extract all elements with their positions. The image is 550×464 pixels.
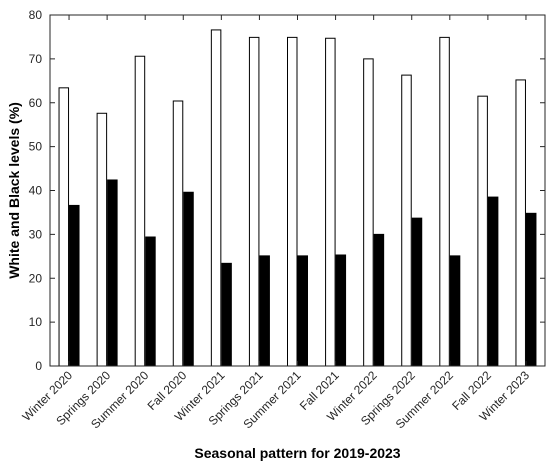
white-bar-4	[172, 100, 184, 367]
white-bar-1	[58, 87, 70, 367]
black-bar-12	[487, 196, 499, 367]
y-tick-label: 20	[29, 271, 43, 285]
y-tick-label: 60	[29, 96, 43, 110]
black-bar-3	[145, 236, 156, 367]
y-axis-title: White and Black levels (%)	[6, 102, 22, 279]
black-bar-6	[259, 255, 270, 367]
white-bar-5	[210, 29, 222, 367]
white-bar-12	[477, 95, 488, 367]
black-bar-4	[183, 191, 194, 367]
plot-frame	[49, 14, 546, 367]
white-bar-7	[287, 36, 298, 367]
white-bar-10	[401, 74, 412, 367]
black-bar-9	[373, 233, 385, 367]
y-tick-label: 10	[29, 315, 43, 329]
white-bar-6	[248, 36, 260, 367]
x-axis-title: Seasonal pattern for 2019-2023	[194, 445, 400, 461]
white-bar-8	[325, 37, 336, 367]
black-bar-11	[449, 255, 461, 367]
y-tick-label: 80	[29, 8, 43, 22]
white-bar-9	[363, 58, 374, 367]
y-tick-label: 40	[29, 184, 43, 198]
y-tick-label: 30	[29, 227, 43, 241]
y-axis-ticks: 0 10 20 30 40 50 60 70 80	[29, 8, 545, 373]
white-bar-2	[96, 112, 108, 367]
black-bar-8	[335, 254, 347, 367]
black-bar-7	[297, 255, 308, 367]
white-bar-3	[134, 55, 146, 367]
black-bar-13	[525, 212, 537, 367]
black-bar-1	[69, 204, 80, 367]
y-tick-label: 0	[35, 359, 42, 373]
y-tick-label: 70	[29, 52, 43, 66]
y-tick-label: 50	[29, 140, 43, 154]
black-bar-2	[107, 179, 118, 367]
bars-group	[58, 29, 537, 367]
black-bar-10	[411, 217, 423, 367]
white-bar-11	[439, 36, 450, 367]
black-bar-5	[221, 262, 232, 367]
white-bar-13	[515, 79, 526, 367]
